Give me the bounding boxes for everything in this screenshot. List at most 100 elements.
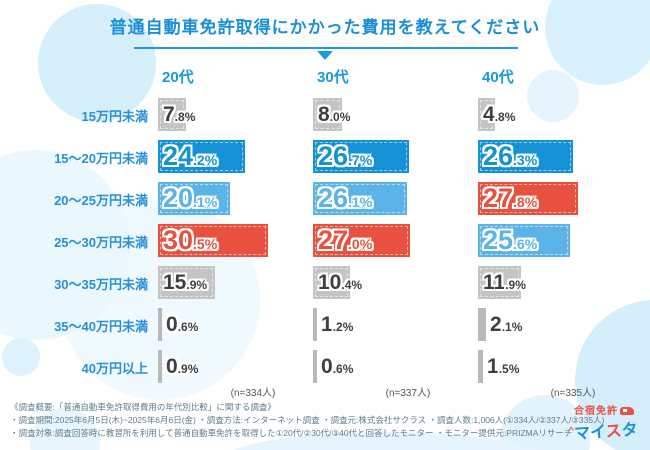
bar-value-int: 20 <box>163 183 194 213</box>
background-bubble <box>220 432 550 450</box>
bar <box>478 98 495 131</box>
logo-text: マイ <box>573 423 607 444</box>
down-arrow-icon <box>317 51 333 60</box>
bar-value-int: 2 <box>490 313 502 336</box>
bar-value-frac: .5% <box>498 362 520 376</box>
bar-value-frac: .6% <box>177 320 199 334</box>
bar <box>158 140 245 173</box>
bar-value-frac: .5% <box>193 236 218 252</box>
bar-value: 0.6% <box>321 350 353 386</box>
bar-value-frac: .6% <box>513 236 538 252</box>
bar-value: 1.2% <box>321 308 353 344</box>
bar-value-int: 25 <box>483 225 514 255</box>
bar <box>478 140 573 173</box>
bar <box>478 308 486 341</box>
bar-value-frac: .3% <box>513 152 538 168</box>
car-icon <box>620 407 634 416</box>
bar <box>158 266 215 299</box>
bar-value: 0.6% <box>166 308 198 344</box>
bar-value-int: 0 <box>166 313 178 336</box>
bar-value-int: 27 <box>483 183 514 213</box>
category-label: 15万円未満 <box>81 109 148 124</box>
bar <box>313 182 407 215</box>
logo-text-bottom: ^マイスター <box>562 415 645 450</box>
bar-value-frac: .6% <box>332 362 354 376</box>
bar-value: 25.6% <box>483 224 537 261</box>
title-underline <box>134 47 518 49</box>
bar-value: 24.2% <box>163 140 217 177</box>
bar-value-frac: .2% <box>332 320 354 334</box>
bar <box>478 266 521 299</box>
bar-value: 26.7% <box>318 140 372 177</box>
bar-value-frac: .1% <box>348 194 373 210</box>
bar <box>313 224 410 257</box>
bar-value-int: 24 <box>163 141 194 171</box>
bar-value-int: 10 <box>318 271 342 294</box>
bar-value-frac: .8% <box>494 110 516 124</box>
bar-value-int: 26 <box>318 141 349 171</box>
bar-value-frac: .8% <box>513 194 538 210</box>
logo-text: ス <box>605 422 623 441</box>
bar-value-frac: .1% <box>193 194 218 210</box>
bar-value-int: 4 <box>483 103 495 126</box>
bar-value-int: 11 <box>483 271 506 294</box>
column-header: 40代 <box>482 69 514 86</box>
bar-value-int: 1 <box>321 313 333 336</box>
bar-value: 15.9% <box>163 266 207 302</box>
bar-value: 30.5% <box>163 224 217 261</box>
bar-value: 10.4% <box>318 266 362 302</box>
category-label: 15〜20万円未満 <box>54 151 148 166</box>
bar-value: 1.5% <box>487 350 519 386</box>
bar-value-int: 30 <box>163 225 194 255</box>
background-bubble <box>38 4 156 122</box>
logo-text-top: 合宿免許 <box>564 402 644 417</box>
bar <box>158 350 162 383</box>
sample-size-label: (n=337人) <box>385 388 431 399</box>
bar-value-frac: .4% <box>341 278 363 292</box>
bar <box>158 308 162 341</box>
bar-value: 20.1% <box>163 182 217 219</box>
survey-note-line: ・調査対象:調査回答時に教習所を利用して普通自動車免許を取得した①20代/②30… <box>10 428 573 438</box>
bar-value-frac: .0% <box>348 236 373 252</box>
category-label: 25〜30万円未満 <box>54 235 148 250</box>
bar <box>478 350 483 383</box>
bar-value: 7.8% <box>163 98 195 134</box>
category-label: 30〜35万円未満 <box>54 277 148 292</box>
bar-value-int: 26 <box>483 141 514 171</box>
category-label: 20〜25万円未満 <box>54 193 148 208</box>
bar-value: 0.9% <box>166 350 198 386</box>
bar-value-frac: .1% <box>501 320 523 334</box>
bar <box>313 140 409 173</box>
bar-value-frac: .0% <box>329 110 351 124</box>
bar <box>478 182 578 215</box>
bar <box>158 182 230 215</box>
bar-value: 8.0% <box>318 98 350 134</box>
background-bubble <box>527 70 579 122</box>
bar-value: 27.8% <box>483 182 537 219</box>
survey-note-line: 《調査概要:「普通自動車免許取得費用の年代別比較」に関する調査》 <box>10 402 276 412</box>
bar-value-frac: .9% <box>186 278 208 292</box>
category-label: 35〜40万円未満 <box>54 319 148 334</box>
bar-value: 27.0% <box>318 224 372 261</box>
bar-value: 4.8% <box>483 98 515 134</box>
bar <box>313 308 317 341</box>
bar-value-int: 15 <box>163 271 187 294</box>
bar-value-int: 0 <box>321 355 333 378</box>
bar-value: 2.1% <box>490 308 522 344</box>
bar-value: 11.9% <box>483 266 526 302</box>
bar-value-frac: .2% <box>193 152 218 168</box>
bar <box>313 266 350 299</box>
chart-title: 普通自動車免許取得にかかった費用を教えてください <box>109 18 541 37</box>
bar-value-int: 7 <box>163 103 175 126</box>
bar-value-int: 0 <box>166 355 178 378</box>
survey-notes: 《調査概要:「普通自動車免許取得費用の年代別比較」に関する調査》 ・調査期間:2… <box>10 401 604 440</box>
sample-size-label: (n=334人) <box>230 388 276 399</box>
bar-value-int: 1 <box>487 355 499 378</box>
bar <box>158 224 268 257</box>
bar <box>158 98 186 131</box>
category-label: 40万円以上 <box>81 361 148 376</box>
bar-value-int: 27 <box>318 225 349 255</box>
bar <box>313 350 317 383</box>
logo-text: 合宿免許 <box>574 406 618 417</box>
